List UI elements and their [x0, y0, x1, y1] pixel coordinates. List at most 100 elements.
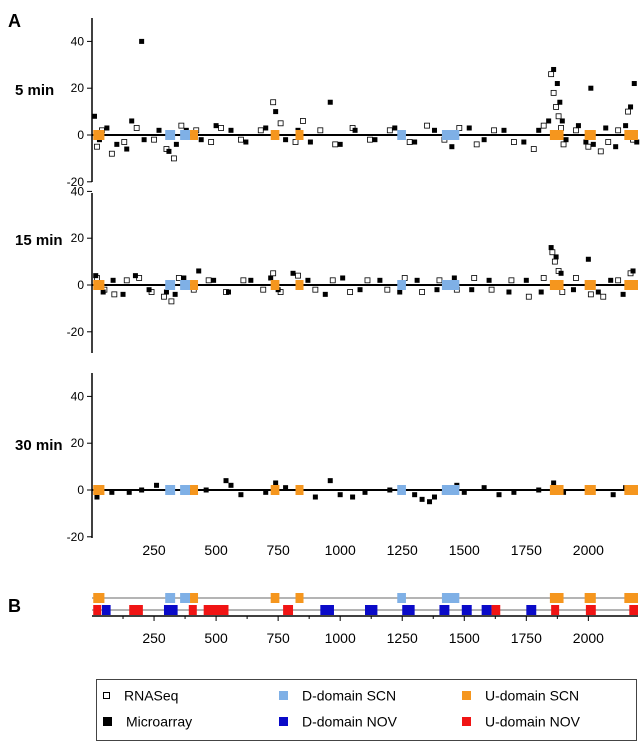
rnaseq-point	[317, 127, 324, 134]
microarray-point	[449, 144, 455, 150]
rnaseq-point	[270, 99, 277, 106]
microarray-point	[481, 485, 487, 491]
rnaseq-point	[238, 136, 244, 143]
microarray-point	[312, 494, 318, 500]
y-tick-label: 20	[71, 81, 85, 95]
rnaseq-point	[549, 249, 556, 256]
microarray-point	[196, 268, 202, 274]
domain-marker	[624, 130, 638, 140]
track-x-tick-label: 1250	[387, 630, 418, 646]
track-domain	[526, 605, 537, 615]
microarray-point	[486, 277, 492, 283]
domain-marker	[270, 485, 280, 495]
scatter-panel-2: 40 20 0 -20 15 min	[15, 184, 638, 353]
rnaseq-point	[508, 277, 515, 284]
y-tick-label: 0	[77, 128, 84, 142]
microarray-point	[93, 273, 99, 279]
microarray-point	[181, 275, 187, 281]
rnaseq-point	[548, 71, 555, 78]
legend-label-rnaseq: RNASeq	[124, 687, 179, 704]
microarray-point	[451, 275, 457, 281]
rnaseq-point	[530, 146, 537, 152]
microarray-point	[419, 496, 425, 502]
track-domain	[283, 605, 294, 615]
domain-marker	[93, 130, 105, 140]
microarray-point	[427, 499, 433, 505]
rnaseq-point	[473, 141, 480, 148]
rnaseq-point	[615, 277, 622, 284]
panel-title: 5 min	[15, 82, 54, 99]
track-domain	[129, 605, 143, 615]
microarray-point	[141, 137, 147, 143]
microarray-point	[340, 275, 346, 281]
rnaseq-point	[123, 277, 130, 284]
x-tick-label: 500	[204, 542, 228, 558]
track-domain	[481, 605, 492, 615]
microarray-point	[523, 277, 529, 283]
rnaseq-point	[347, 289, 354, 295]
microarray-point	[631, 81, 637, 87]
domain-marker	[584, 280, 596, 290]
track-domain	[397, 593, 406, 603]
track-x-tick-label: 1000	[325, 630, 356, 646]
domain-marker	[180, 485, 191, 495]
rnaseq-point	[300, 118, 306, 124]
domain-marker	[549, 280, 564, 290]
legend-symbol-d-domain-nov	[279, 716, 288, 726]
microarray-point	[124, 146, 130, 152]
microarray-point	[226, 289, 231, 295]
rnaseq-point	[551, 258, 558, 265]
scatter-panel-1: 40 20 0 -20 5 min	[15, 18, 640, 189]
microarray-point	[163, 289, 169, 295]
microarray-point	[357, 287, 363, 293]
microarray-point	[327, 99, 333, 105]
microarray-point	[548, 245, 554, 251]
track-x-tick-label: 250	[142, 630, 166, 646]
domain-marker	[165, 280, 176, 290]
track-nov	[92, 605, 638, 615]
track-domain	[439, 605, 450, 615]
microarray-point	[126, 489, 132, 495]
rnaseq-point	[178, 122, 185, 129]
x-tick-label: 250	[142, 542, 166, 558]
microarray-point	[431, 494, 437, 500]
rnaseq-point	[558, 125, 564, 131]
microarray-point	[397, 289, 403, 295]
track-axis: 250 500 750 1000 1250 1500 1750 2000	[92, 615, 638, 646]
y-tick-label: 40	[71, 34, 85, 48]
track-x-tick-label: 2000	[573, 630, 604, 646]
rnaseq-point	[511, 139, 517, 145]
microarray-point	[263, 125, 269, 131]
rnaseq-point	[151, 136, 157, 143]
track-domain	[101, 605, 111, 615]
domain-marker	[549, 485, 564, 495]
rnaseq-point	[240, 277, 247, 284]
microarray-point	[100, 289, 106, 295]
rnaseq-point	[615, 127, 622, 134]
rnaseq-point	[471, 275, 478, 281]
microarray-point	[156, 127, 162, 133]
panel-a-label: A	[8, 11, 21, 31]
rnaseq-point	[367, 136, 373, 143]
microarray-point	[228, 482, 234, 488]
microarray-point	[554, 81, 560, 87]
microarray-point	[610, 492, 616, 498]
microarray-point	[613, 144, 619, 150]
microarray-point	[129, 118, 135, 124]
microarray-point	[595, 289, 601, 295]
rnaseq-point	[625, 108, 631, 115]
domain-marker	[93, 485, 105, 495]
microarray-point	[146, 287, 152, 293]
microarray-point	[590, 141, 596, 147]
microarray-point	[139, 38, 145, 44]
microarray-point	[283, 485, 289, 491]
microarray-point	[166, 148, 172, 154]
rnaseq-point	[208, 139, 215, 145]
domain-marker	[270, 130, 280, 140]
rnaseq-point	[312, 286, 319, 293]
microarray-point	[322, 291, 328, 297]
rnaseq-point	[424, 122, 430, 129]
domain-marker	[584, 130, 596, 140]
rnaseq-point	[406, 139, 413, 145]
rnaseq-point	[270, 270, 277, 277]
